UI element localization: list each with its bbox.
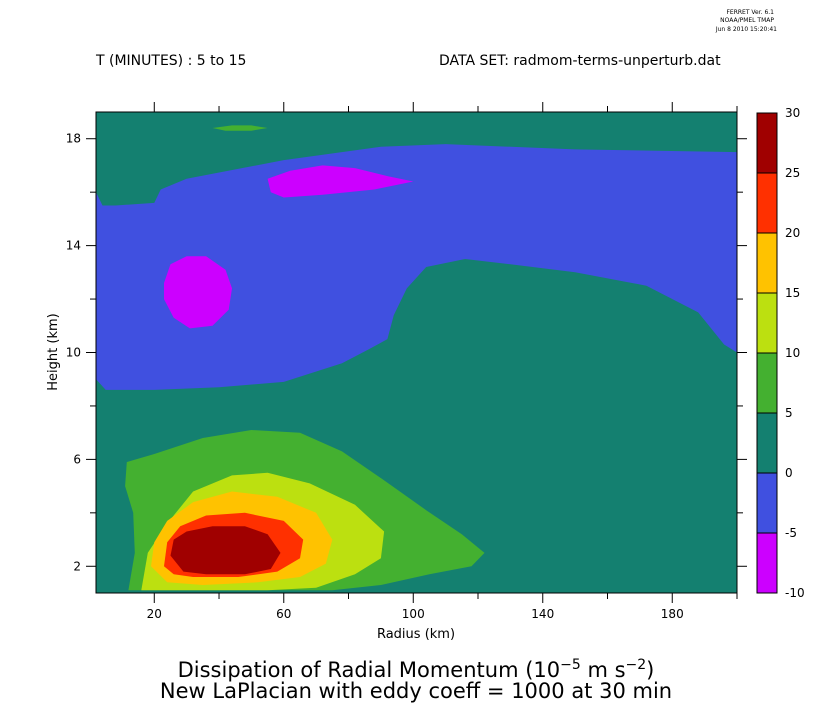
- title-suffix: ): [646, 658, 654, 682]
- contour-region--10-to--5-2: [267, 165, 414, 198]
- colorbar-swatch-5-to-10: [757, 353, 777, 413]
- y-axis: 2 6 10 14 18: [66, 132, 747, 573]
- y-tick-label-2: 2: [73, 559, 81, 573]
- colorbar-swatch--5-to-0: [757, 473, 777, 533]
- ferret-date: Jun 8 2010 15:20:41: [715, 26, 777, 33]
- y-tick-label-18: 18: [66, 132, 81, 146]
- colorbar-label-15: 15: [785, 286, 800, 300]
- contour-region--5-to-0-0: [96, 144, 737, 390]
- main-title-line1: Dissipation of Radial Momentum (10−5 m s…: [178, 657, 655, 682]
- ferret-version: FERRET Ver. 6.1: [726, 9, 774, 16]
- title-exponent-2: −2: [626, 657, 647, 673]
- main-title-line2: New LaPlacian with eddy coeff = 1000 at …: [160, 679, 672, 703]
- colorbar-label--5: -5: [785, 526, 797, 540]
- contour-region--10-to--5-1: [164, 256, 232, 329]
- y-tick-label-14: 14: [66, 239, 81, 253]
- colorbar-label-20: 20: [785, 226, 800, 240]
- title-prefix: Dissipation of Radial Momentum (10: [178, 658, 561, 682]
- x-tick-label-60: 60: [276, 607, 291, 621]
- colorbar: -10 -5 0 5 10 15 20 25 30: [756, 106, 805, 600]
- colorbar-swatch-25-to-30: [757, 113, 777, 173]
- x-axis-title: Radius (km): [377, 627, 455, 642]
- title-exponent-1: −5: [560, 657, 581, 673]
- colorbar-label--10: -10: [785, 586, 805, 600]
- colorbar-label-5: 5: [785, 406, 793, 420]
- y-tick-label-10: 10: [66, 346, 81, 360]
- colorbar-label-10: 10: [785, 346, 800, 360]
- title-units: m s: [581, 658, 626, 682]
- colorbar-swatch-10-to-15: [757, 293, 777, 353]
- contour-region-5-to-10-3: [212, 125, 268, 131]
- x-axis: 20 60 100 140 180: [147, 102, 738, 621]
- colorbar-frame: [756, 112, 778, 594]
- x-tick-label-140: 140: [531, 607, 554, 621]
- y-axis-title: Height (km): [46, 313, 61, 390]
- colorbar-label-0: 0: [785, 466, 793, 480]
- colorbar-label-25: 25: [785, 166, 800, 180]
- colorbar-swatch--10-to--5: [757, 533, 777, 593]
- x-tick-label-20: 20: [147, 607, 162, 621]
- y-tick-label-6: 6: [73, 452, 81, 466]
- colorbar-swatch-0-to-5: [757, 413, 777, 473]
- x-tick-label-100: 100: [402, 607, 425, 621]
- colorbar-label-30: 30: [785, 106, 800, 120]
- plot-area: 20 60 100 140 180 2 6 10 14 18 Radius (km) Heigh…: [46, 102, 747, 642]
- colorbar-swatch-15-to-20: [757, 233, 777, 293]
- contour-region-25-to-30-8: [170, 526, 281, 575]
- colorbar-swatch-20-to-25: [757, 173, 777, 233]
- dataset-label: DATA SET: radmom-terms-unperturb.dat: [439, 53, 721, 69]
- x-tick-label-180: 180: [661, 607, 684, 621]
- ferret-org: NOAA/PMEL TMAP: [720, 17, 774, 24]
- time-range-label: T (MINUTES) : 5 to 15: [95, 53, 246, 69]
- contour-fill-layer: [96, 112, 737, 593]
